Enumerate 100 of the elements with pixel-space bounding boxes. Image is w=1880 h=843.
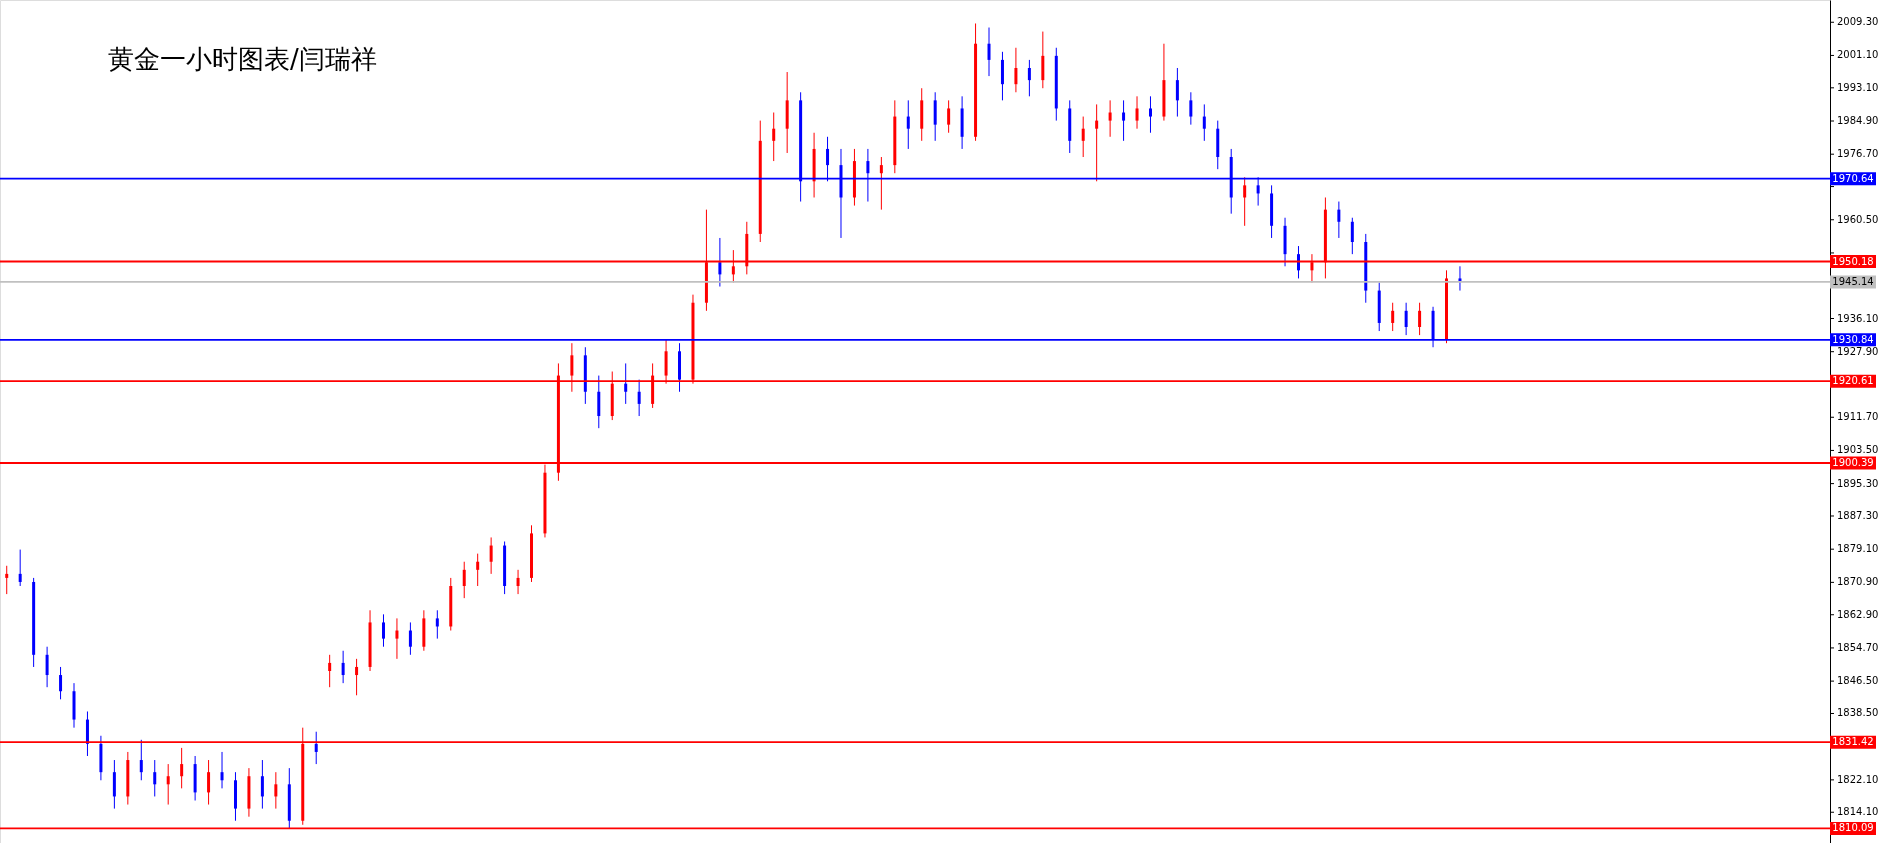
ref-line-label: 1970.64 (1832, 172, 1874, 184)
candlestick (1216, 120, 1220, 170)
candlestick (220, 751, 224, 789)
candlestick (1068, 99, 1072, 154)
candlestick (812, 132, 816, 198)
candlestick (381, 613, 385, 648)
candlestick (516, 569, 520, 595)
candlestick (1243, 176, 1247, 227)
candlestick (1189, 91, 1193, 126)
candlestick (207, 759, 211, 806)
y-tick-label: 1993.10 (1837, 81, 1879, 93)
candlestick (933, 91, 937, 142)
candlestick (1108, 99, 1112, 138)
candlestick (1364, 233, 1368, 304)
candlestick (1081, 116, 1085, 158)
candlestick (5, 565, 9, 595)
ref-line-label: 1831.42 (1832, 736, 1874, 748)
candlestick (408, 621, 412, 656)
candlestick (233, 771, 237, 822)
candlestick (1027, 59, 1031, 97)
ref-line-label: 1930.84 (1832, 333, 1874, 345)
y-tick-label: 1870.90 (1837, 576, 1879, 588)
candlestick (852, 148, 856, 207)
candlestick (947, 99, 951, 134)
candlestick (180, 747, 184, 789)
candlestick (583, 346, 587, 405)
candlestick (906, 99, 910, 150)
candlestick (1283, 217, 1287, 267)
candlestick (435, 609, 439, 640)
candlestick (1377, 281, 1381, 332)
candlestick (18, 549, 22, 587)
candlestick (637, 379, 641, 417)
candlestick (45, 646, 49, 688)
y-tick-label: 1846.50 (1837, 675, 1879, 687)
candlestick (1014, 47, 1018, 93)
candlestick (462, 561, 466, 599)
candlestick (355, 658, 359, 696)
candlestick (960, 95, 964, 150)
ref-line-label: 1810.09 (1832, 822, 1874, 834)
candlestick (126, 751, 130, 806)
candlestick (85, 710, 89, 757)
candlestick (1135, 95, 1139, 130)
candlestick (1350, 217, 1354, 255)
candlestick (99, 735, 103, 781)
candlestick (1418, 302, 1422, 336)
candlestick (772, 112, 776, 162)
ref-line-label: 1920.61 (1832, 375, 1874, 387)
candlestick (1122, 99, 1126, 142)
candlestick (718, 237, 722, 288)
candlestick (530, 524, 534, 583)
candlestick (32, 577, 36, 668)
candlestick (193, 755, 197, 802)
candlestick (72, 682, 76, 729)
candlestick (597, 375, 601, 429)
candlestick (503, 540, 507, 595)
y-tick-label: 1927.90 (1837, 345, 1879, 357)
candlestick (260, 759, 264, 810)
candlestick (139, 739, 143, 781)
candlestick (449, 577, 453, 632)
y-tick-label: 1887.30 (1837, 510, 1879, 521)
candlestick (1162, 43, 1166, 122)
candlestick (287, 767, 291, 830)
candlestick (422, 609, 426, 652)
candlestick (489, 536, 493, 575)
candlestick (758, 120, 762, 243)
y-tick-label: 1895.30 (1837, 477, 1879, 489)
ref-line-label: 1900.39 (1832, 457, 1874, 469)
candlestick (112, 759, 116, 810)
y-tick-label: 1976.70 (1837, 148, 1879, 160)
candlestick (247, 767, 251, 818)
candlestick (1337, 201, 1341, 239)
candlestick (1391, 302, 1395, 332)
candlestick (1041, 31, 1045, 89)
candlestick (476, 553, 480, 587)
candlestick (1054, 47, 1058, 122)
candlestick (1202, 103, 1206, 142)
y-tick-label: 1822.10 (1837, 773, 1879, 785)
candlestick (624, 362, 628, 405)
candlestick (1296, 245, 1300, 279)
candlestick (1148, 95, 1152, 134)
candlestick (166, 763, 170, 806)
y-tick-label: 1838.50 (1837, 707, 1879, 719)
text: 黄金一小时图表/闫瑞祥 (108, 44, 377, 74)
candlestick (785, 71, 789, 154)
candlestick (987, 27, 991, 77)
candlestick (893, 99, 897, 174)
y-tick-label: 1911.70 (1837, 411, 1879, 423)
ref-line-label: 1945.14 (1832, 275, 1874, 287)
candlestick (153, 759, 157, 797)
candlestick (1000, 51, 1004, 101)
y-tick-label: 1879.10 (1837, 543, 1879, 555)
candlestick (368, 609, 372, 672)
candlestick (59, 666, 63, 700)
ref-line-label: 1950.18 (1832, 255, 1874, 267)
y-tick-label: 1936.10 (1837, 312, 1879, 324)
candlestick (314, 731, 318, 765)
candlestick (1270, 184, 1274, 239)
y-tick-label: 1960.50 (1837, 213, 1879, 225)
y-tick-label: 1903.50 (1837, 444, 1879, 456)
candlestick (274, 771, 278, 810)
